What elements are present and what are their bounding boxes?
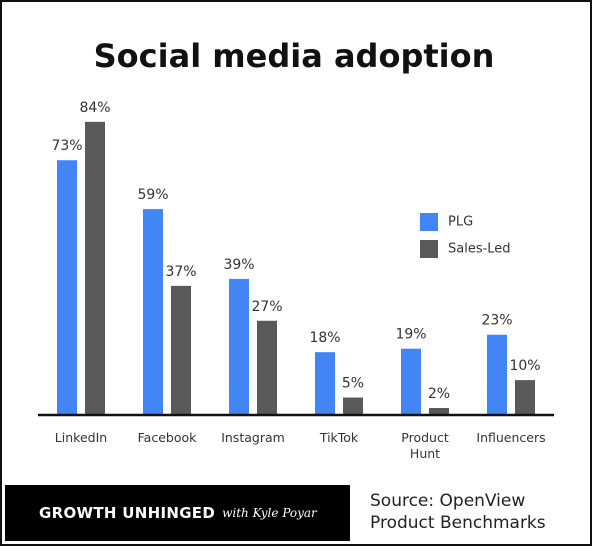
x-tick-label: Product Hunt	[401, 430, 449, 461]
x-tick-label: Instagram	[221, 430, 285, 445]
x-tick-label: TikTok	[319, 430, 359, 445]
bar	[57, 160, 77, 415]
value-label: 59%	[137, 187, 168, 203]
value-label: 37%	[165, 264, 196, 280]
value-label: 73%	[51, 138, 82, 154]
value-label: 18%	[309, 330, 340, 346]
bar	[229, 278, 249, 415]
value-label: 27%	[251, 299, 282, 315]
legend-swatch	[420, 213, 438, 231]
value-label: 39%	[223, 257, 254, 273]
bar	[85, 121, 105, 415]
value-label: 84%	[79, 100, 110, 116]
chart-title: Social media adoption	[94, 37, 495, 75]
footer-band: GROWTH UNHINGED with Kyle Poyar	[5, 485, 350, 541]
bar	[343, 397, 363, 415]
value-label: 5%	[342, 376, 364, 392]
bar	[315, 352, 335, 415]
bar	[143, 209, 163, 415]
bar	[515, 380, 535, 415]
x-tick-label: Influencers	[476, 430, 546, 445]
x-tick-label: Facebook	[137, 430, 197, 445]
legend-swatch	[420, 240, 438, 258]
value-label: 2%	[428, 386, 450, 402]
byline: with Kyle Poyar	[222, 506, 317, 520]
source-note: Source: OpenView Product Benchmarks	[370, 491, 546, 533]
value-label: 10%	[509, 358, 540, 374]
x-tick-label: LinkedIn	[54, 430, 108, 445]
value-label: 19%	[395, 327, 426, 343]
brand: GROWTH UNHINGED	[39, 504, 216, 522]
bar	[401, 348, 421, 415]
legend-label: PLG	[448, 215, 473, 230]
bar	[257, 320, 277, 415]
legend-label: Sales-Led	[448, 242, 511, 257]
value-label: 23%	[481, 313, 512, 329]
bar	[171, 285, 191, 415]
bar	[487, 334, 507, 415]
bar	[429, 408, 449, 415]
